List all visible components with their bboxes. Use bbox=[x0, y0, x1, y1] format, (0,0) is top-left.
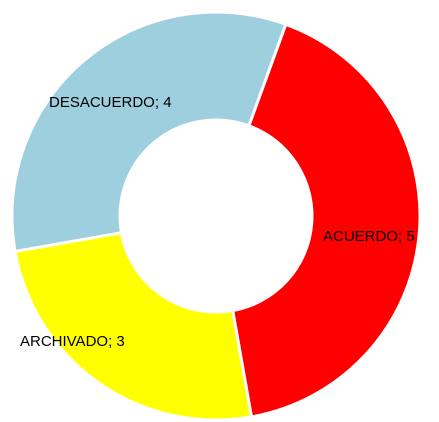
label-separator: ; bbox=[398, 228, 406, 245]
label-separator: ; bbox=[108, 333, 116, 350]
label-value: 4 bbox=[163, 94, 171, 111]
data-label: ARCHIVADO; 3 bbox=[20, 333, 125, 350]
donut-slice bbox=[230, 22, 422, 419]
data-label: ACUERDO; 5 bbox=[323, 228, 415, 245]
donut-slice bbox=[13, 230, 254, 422]
label-value: 3 bbox=[116, 333, 124, 350]
label-category: DESACUERDO bbox=[49, 94, 155, 111]
label-separator: ; bbox=[155, 94, 163, 111]
label-category: ACUERDO bbox=[323, 228, 398, 245]
label-value: 5 bbox=[406, 228, 414, 245]
donut-slice bbox=[10, 10, 288, 254]
data-label: DESACUERDO; 4 bbox=[49, 94, 172, 111]
label-category: ARCHIVADO bbox=[20, 333, 108, 350]
